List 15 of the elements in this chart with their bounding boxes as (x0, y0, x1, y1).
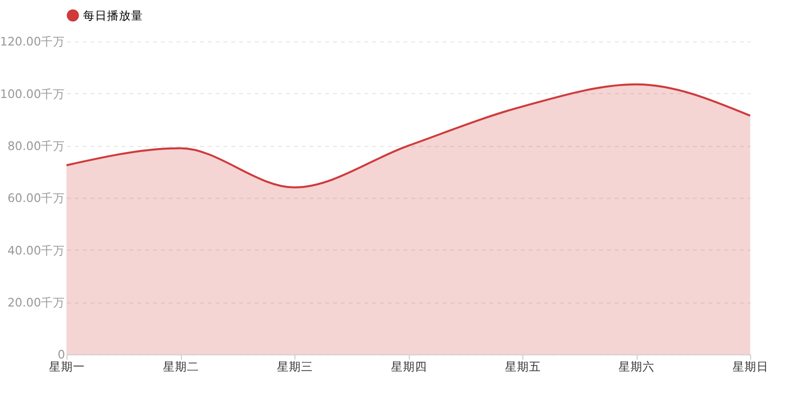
x-tick-label: 星期三 (276, 359, 313, 374)
x-tick-label: 星期四 (390, 359, 427, 374)
x-tick-label: 星期一 (48, 359, 85, 374)
x-tick-label: 星期二 (162, 359, 199, 374)
legend-label: 每日播放量 (83, 8, 144, 22)
x-tick-label: 星期日 (732, 359, 769, 374)
y-tick-label: 100.00千万 (0, 86, 66, 101)
y-tick-label: 40.00千万 (7, 243, 66, 258)
y-tick-label: 120.00千万 (0, 34, 66, 49)
y-tick-label: 80.00千万 (7, 139, 66, 154)
x-tick-label: 星期六 (618, 359, 655, 374)
y-tick-label: 20.00千万 (7, 296, 66, 310)
x-tick-label: 星期五 (504, 359, 541, 374)
y-tick-label: 0 (58, 348, 66, 362)
y-tick-label: 60.00千万 (7, 191, 66, 206)
